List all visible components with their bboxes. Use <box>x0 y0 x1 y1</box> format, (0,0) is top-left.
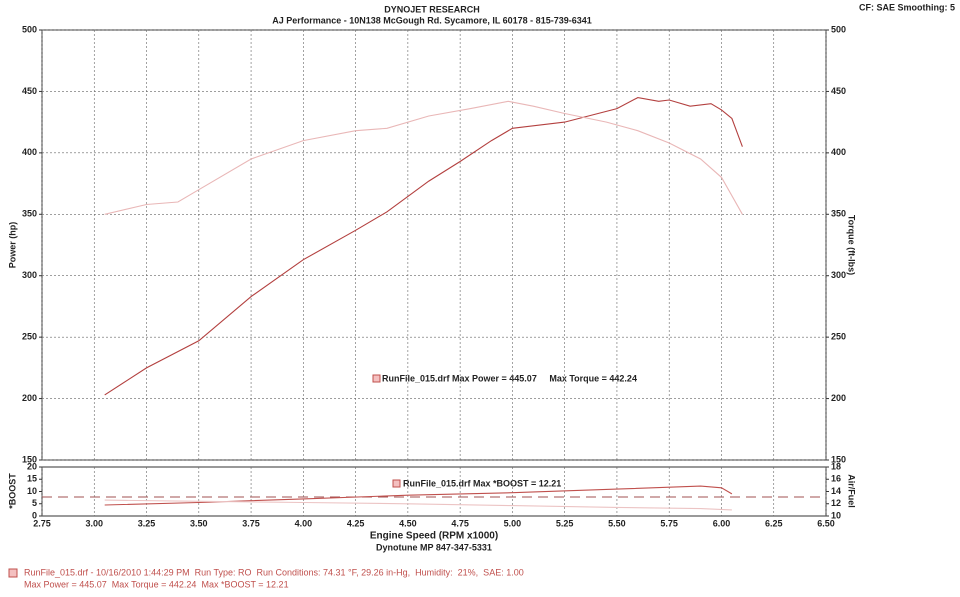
x-axis-title: Engine Speed (RPM x1000) <box>370 531 498 542</box>
y2-tick-label: 200 <box>831 393 846 403</box>
series-line <box>104 97 743 396</box>
y2-tick-label: 16 <box>831 474 841 484</box>
x-tick-label: 2.75 <box>33 518 51 528</box>
header-settings: CF: SAE Smoothing: 5 <box>859 2 955 12</box>
y2-tick-label: 14 <box>831 486 841 496</box>
legend-swatch <box>372 374 381 383</box>
x-tick-label: 3.50 <box>190 518 208 528</box>
afr-axis-title: Air/Fuel <box>847 474 857 508</box>
y2-tick-label: 150 <box>831 454 846 464</box>
x-tick-label: 3.75 <box>242 518 260 528</box>
x-tick-label: 5.75 <box>660 518 678 528</box>
boost-annotation: RunFile_015.drf Max *BOOST = 12.21 <box>403 478 561 488</box>
y2-tick-label: 300 <box>831 270 846 280</box>
x-tick-label: 3.25 <box>138 518 156 528</box>
x-tick-label: 6.25 <box>765 518 783 528</box>
y2-tick-label: 450 <box>831 86 846 96</box>
y-tick-label: 5 <box>32 498 37 508</box>
y-tick-label: 250 <box>22 332 37 342</box>
x-tick-label: 6.00 <box>713 518 731 528</box>
main-frame <box>41 29 827 461</box>
y2-tick-label: 10 <box>831 510 841 520</box>
legend-swatch <box>392 479 401 488</box>
x-tick-label: 4.75 <box>451 518 469 528</box>
y2-tick-label: 350 <box>831 209 846 219</box>
y2-tick-label: 18 <box>831 461 841 471</box>
x-tick-label: 5.00 <box>504 518 522 528</box>
y-tick-label: 0 <box>32 510 37 520</box>
y2-tick-label: 250 <box>831 332 846 342</box>
x-tick-label: 4.00 <box>295 518 313 528</box>
y-tick-label: 150 <box>22 454 37 464</box>
x-tick-label: 6.50 <box>817 518 835 528</box>
y2-tick-label: 500 <box>831 24 846 34</box>
footer-line: RunFile_015.drf - 10/16/2010 1:44:29 PM … <box>24 567 524 577</box>
footer-line: Max Power = 445.07 Max Torque = 442.24 M… <box>24 579 289 589</box>
y-tick-label: 20 <box>27 461 37 471</box>
header-title: DYNOJET RESEARCH <box>384 4 480 14</box>
y-tick-label: 300 <box>22 270 37 280</box>
x-tick-label: 5.25 <box>556 518 574 528</box>
x-tick-label: 5.50 <box>608 518 626 528</box>
y2-tick-label: 12 <box>831 498 841 508</box>
series-line <box>104 499 732 511</box>
footer-swatch <box>8 568 18 578</box>
y-tick-label: 500 <box>22 24 37 34</box>
series-line <box>104 100 743 215</box>
y-tick-label: 15 <box>27 474 37 484</box>
y-tick-label: 400 <box>22 147 37 157</box>
header-address: AJ Performance - 10N138 McGough Rd. Syca… <box>272 15 591 25</box>
y2-tick-label: 400 <box>831 147 846 157</box>
x-tick-label: 4.50 <box>399 518 417 528</box>
main-annotation: RunFile_015.drf Max Power = 445.07 Max T… <box>382 373 637 383</box>
x-axis-note: Dynotune MP 847-347-5331 <box>376 542 492 552</box>
x-tick-label: 4.25 <box>347 518 365 528</box>
y-tick-label: 200 <box>22 393 37 403</box>
y-tick-label: 450 <box>22 86 37 96</box>
boost-axis-title: *BOOST <box>7 473 17 509</box>
y2-axis-title: Torque (ft-lbs) <box>847 215 857 275</box>
x-tick-label: 3.00 <box>86 518 104 528</box>
y-tick-label: 350 <box>22 209 37 219</box>
y-tick-label: 10 <box>27 486 37 496</box>
y-axis-title: Power (hp) <box>7 222 17 269</box>
